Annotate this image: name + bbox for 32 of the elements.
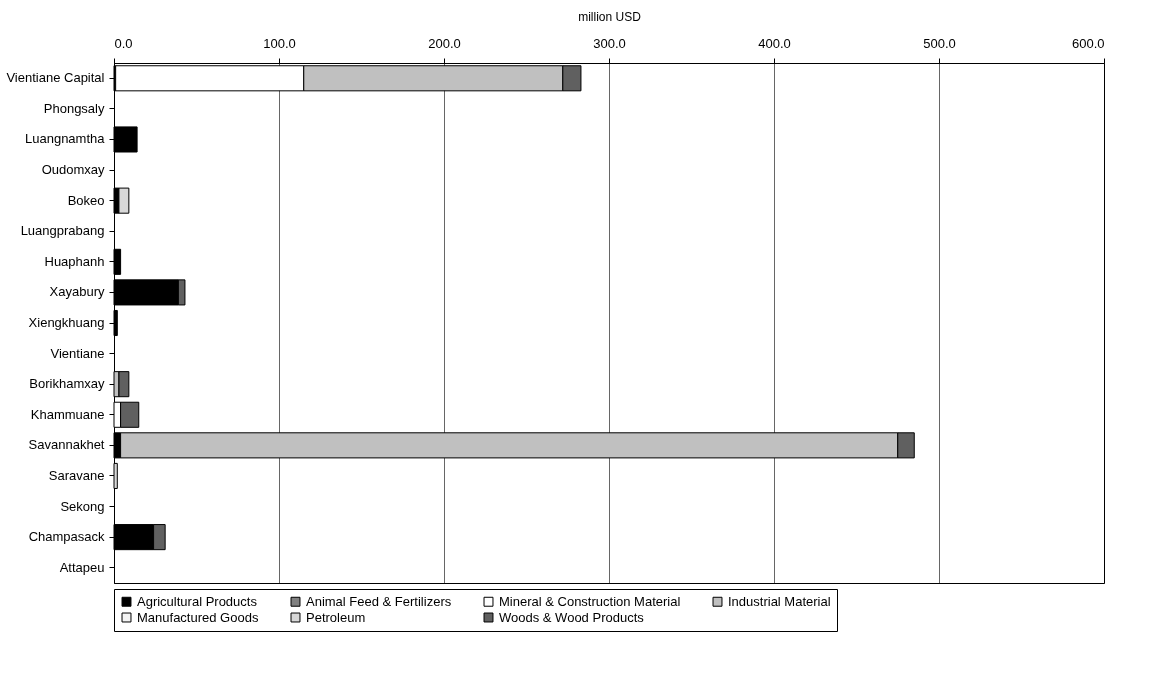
- y-tick-label: Champasack: [28, 529, 105, 545]
- legend-label: Agricultural Products: [137, 593, 258, 609]
- legend-label: Petroleum: [306, 609, 366, 625]
- x-tick-label: 200.0: [428, 35, 461, 51]
- y-tick-label: Attapeu: [59, 559, 105, 575]
- y-tick-label: Saravane: [48, 467, 105, 483]
- x-tick-label: 400.0: [758, 35, 791, 51]
- legend-label: Industrial Material: [728, 593, 831, 609]
- y-tick-label: Bokeo: [67, 192, 105, 208]
- y-tick-label: Sekong: [60, 498, 105, 514]
- legend-label: Animal Feed & Fertilizers: [306, 593, 452, 609]
- x-tick-label: 0.0: [114, 35, 133, 51]
- y-tick-label: Khammuane: [30, 406, 105, 422]
- y-tick-label: Savannakhet: [28, 437, 105, 453]
- y-tick-label: Phongsaly: [43, 100, 105, 116]
- y-tick-label: Borikhamxay: [29, 376, 105, 392]
- y-tick-label: Luangprabang: [20, 223, 105, 239]
- y-tick-label: Xayabury: [49, 284, 105, 300]
- legend-label: Mineral & Construction Material: [499, 593, 681, 609]
- x-tick-label: 500.0: [923, 35, 956, 51]
- y-tick-label: Vientiane Capital: [6, 70, 105, 86]
- y-tick-label: Luangnamtha: [24, 131, 106, 147]
- x-tick-label: 600.0: [1071, 35, 1105, 51]
- y-tick-label: Vientiane: [50, 345, 105, 361]
- legend-label: Manufactured Goods: [137, 609, 259, 625]
- y-tick-label: Oudomxay: [41, 162, 105, 178]
- legend-label: Woods & Wood Products: [499, 609, 645, 625]
- x-axis-title: million USD: [578, 9, 642, 24]
- y-tick-label: Huaphanh: [44, 253, 105, 269]
- x-tick-label: 300.0: [593, 35, 626, 51]
- x-tick-label: 100.0: [263, 35, 296, 51]
- y-tick-label: Xiengkhuang: [28, 315, 105, 330]
